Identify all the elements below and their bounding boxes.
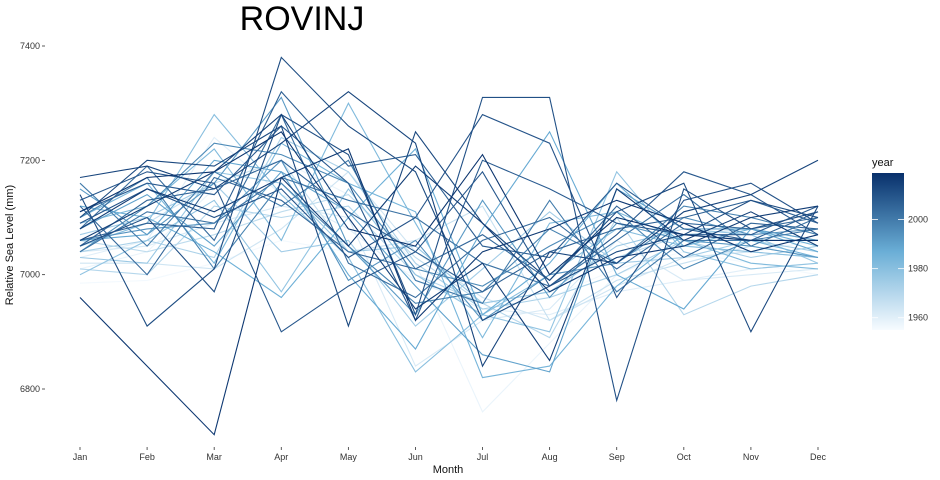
series-line-2017 [79, 148, 819, 436]
x-tick-label: Sep [609, 452, 625, 462]
x-tick-label: Jul [477, 452, 489, 462]
x-tick-label: May [340, 452, 358, 462]
legend-title: year [872, 157, 894, 169]
x-tick-label: Jan [73, 452, 88, 462]
x-tick-label: Mar [206, 452, 222, 462]
y-axis: 6800 7000 7200 7400 [20, 41, 45, 394]
y-tick-label: 7400 [20, 41, 40, 51]
series-line-2018 [79, 131, 818, 276]
x-tick-label: Jun [408, 452, 423, 462]
legend-ticks: 1960 1980 2000 [872, 215, 928, 323]
series-line-1966 [79, 159, 819, 322]
series-line-2009 [79, 170, 819, 333]
x-axis-title: Month [433, 464, 464, 476]
series-line-2016 [79, 165, 819, 293]
legend-colorbar [872, 173, 904, 330]
series-line-2010 [79, 113, 819, 299]
color-legend: year 1960 1980 2000 [872, 157, 928, 330]
y-tick-label: 6800 [20, 384, 40, 394]
series-line-1982 [79, 102, 819, 339]
legend-tick-label: 1960 [908, 313, 928, 323]
x-axis: Jan Feb Mar Apr May Jun Jul Aug Sep Oct Nov Dec [73, 447, 827, 462]
series-line-2012 [79, 56, 819, 327]
x-tick-label: Oct [677, 452, 692, 462]
x-tick-label: Nov [743, 452, 760, 462]
y-tick-label: 7200 [20, 155, 40, 165]
series-line-2011 [79, 96, 819, 403]
series-line-2008 [79, 125, 819, 322]
series-line-1986 [79, 147, 819, 316]
series-line-2014 [79, 91, 819, 368]
y-axis-title: Relative Sea Level (mm) [4, 185, 16, 305]
series-line-1996 [79, 142, 818, 287]
series-line-1994 [79, 159, 819, 322]
legend-tick-label: 2000 [908, 215, 928, 225]
series-line-2013 [79, 125, 819, 334]
series-lines [79, 56, 819, 436]
y-tick-label: 7000 [20, 270, 40, 280]
series-line-2005 [79, 176, 819, 282]
series-line-1980 [79, 113, 819, 373]
series-line-2000 [79, 159, 819, 304]
series-line-1976 [79, 171, 819, 304]
x-tick-label: Feb [139, 452, 155, 462]
chart-title: ROVINJ [240, 0, 365, 38]
x-tick-label: Dec [810, 452, 827, 462]
x-tick-label: Aug [542, 452, 558, 462]
series-line-2006 [79, 159, 819, 293]
x-tick-label: Apr [274, 452, 288, 462]
legend-tick-label: 1980 [908, 264, 928, 274]
